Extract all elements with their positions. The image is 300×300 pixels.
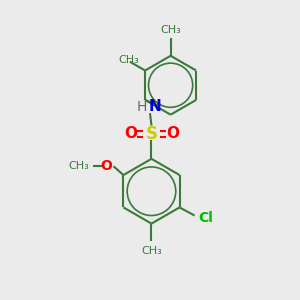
Text: H: H	[136, 100, 147, 114]
Text: CH₃: CH₃	[69, 161, 90, 171]
Text: CH₃: CH₃	[141, 246, 162, 256]
Text: CH₃: CH₃	[118, 55, 139, 65]
Text: O: O	[100, 159, 112, 173]
Text: S: S	[146, 125, 158, 143]
Text: Cl: Cl	[199, 211, 213, 225]
Text: O: O	[166, 126, 179, 141]
Text: N: N	[149, 99, 162, 114]
Text: O: O	[124, 126, 137, 141]
Text: CH₃: CH₃	[160, 25, 181, 35]
